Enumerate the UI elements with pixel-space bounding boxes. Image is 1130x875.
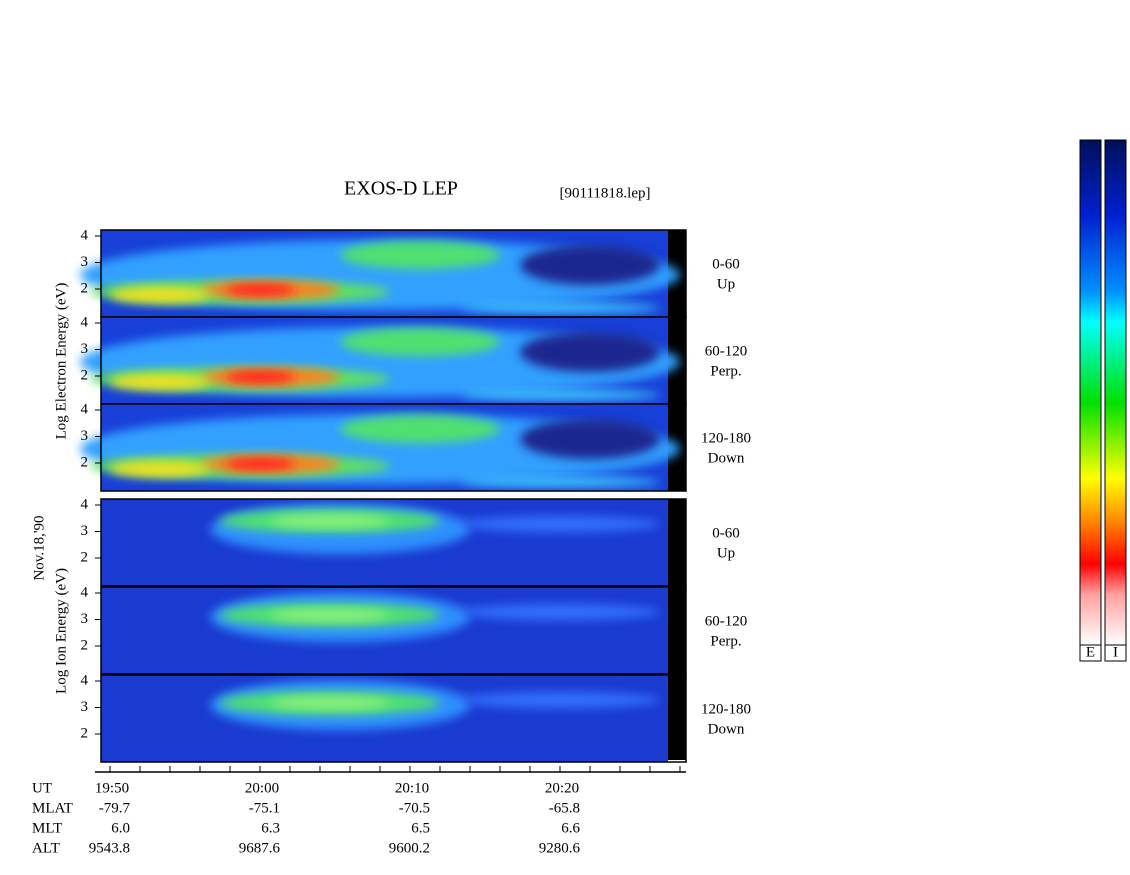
ephemeris-value: -70.5	[399, 800, 430, 816]
angle-label: 60-120	[705, 343, 748, 359]
spectrogram-feature	[340, 328, 500, 356]
tick-label: 4	[81, 227, 89, 243]
ion-panels: 4 3 2 0-60 Up 4 3 2 60-120 Perp. 4 3 2 120-180 Down	[81, 496, 751, 763]
ion-axis-label: Log Ion Energy (eV)	[53, 568, 69, 694]
colorbars: E I	[1079, 139, 1127, 662]
tick-label: 4	[81, 314, 89, 330]
row-label: UT	[32, 780, 52, 796]
spectrogram-feature	[340, 415, 500, 443]
spectrogram-feature	[520, 245, 660, 285]
spectrogram-feature	[460, 516, 660, 532]
direction-label: Down	[708, 450, 745, 466]
ephemeris-value: 9687.6	[239, 840, 281, 856]
direction-label: Up	[717, 545, 735, 561]
tick-label: 4	[81, 401, 89, 417]
title: EXOS-D LEP	[344, 178, 458, 200]
spectrogram-feature	[460, 303, 660, 313]
spectrogram-feature	[460, 604, 660, 620]
tick-label: 2	[81, 280, 89, 296]
ephemeris-value: 6.5	[411, 820, 430, 836]
spectrogram-feature	[225, 458, 295, 470]
colorbar-label: E	[1086, 644, 1095, 660]
panel-frame	[100, 586, 687, 675]
black-strip	[668, 499, 686, 760]
time-label: 20:00	[245, 780, 279, 796]
tick-label: 2	[81, 549, 89, 565]
tick-label: 4	[81, 496, 89, 512]
tick-label: 2	[81, 725, 89, 741]
direction-label: Perp.	[710, 633, 741, 649]
colorbar-e	[1079, 139, 1102, 646]
spectrogram-feature	[110, 461, 210, 477]
colorbar-box	[1079, 644, 1102, 662]
tick-label: 4	[81, 584, 89, 600]
tick-label: 2	[81, 454, 89, 470]
electron-panels: 4 3 2 0-60 Up 4 3 2 60-120 Perp. 4 3 2 120-180 Down	[80, 227, 751, 492]
spectrogram-feature	[110, 374, 210, 390]
row-label: MLAT	[32, 800, 73, 816]
spectrogram-feature	[340, 241, 500, 269]
angle-label: 0-60	[712, 525, 740, 541]
panel-frame	[100, 403, 687, 492]
electron-axis-label: Log Electron Energy (eV)	[53, 283, 69, 440]
angle-label: 0-60	[712, 256, 740, 272]
ephemeris-value: 6.6	[561, 820, 580, 836]
ephemeris-value: -79.7	[99, 800, 131, 816]
time-label: 20:20	[545, 780, 579, 796]
spectrogram-feature	[520, 332, 660, 372]
direction-label: Up	[717, 276, 735, 292]
tick-label: 3	[81, 699, 89, 715]
spectrogram-feature	[270, 697, 390, 709]
direction-label: Perp.	[710, 363, 741, 379]
ephemeris-value: 9600.2	[389, 840, 430, 856]
colorbar-i	[1104, 139, 1127, 646]
time-label: 20:10	[395, 780, 429, 796]
spectrogram-feature	[460, 692, 660, 708]
spectrogram-feature	[270, 515, 390, 527]
ephemeris-value: -65.8	[549, 800, 580, 816]
angle-label: 120-180	[701, 701, 751, 717]
direction-label: Down	[708, 721, 745, 737]
tick-label: 3	[81, 523, 89, 539]
tick-label: 2	[81, 637, 89, 653]
date: Nov.18,'90	[31, 515, 47, 580]
ephemeris-value: 6.3	[261, 820, 280, 836]
colorbar-label: I	[1113, 644, 1118, 660]
time-label: 19:50	[95, 780, 129, 796]
ephemeris-value: 6.0	[111, 820, 130, 836]
row-label: ALT	[32, 840, 60, 856]
spectrogram-feature	[110, 287, 210, 303]
row-label: MLT	[32, 820, 62, 836]
spectrogram-feature	[460, 390, 660, 400]
file-name: [90111818.lep]	[560, 185, 651, 201]
spectrogram-feature	[520, 419, 660, 459]
angle-label: 60-120	[705, 613, 748, 629]
ephemeris-value: 9280.6	[539, 840, 581, 856]
ephemeris-value: 9543.8	[89, 840, 130, 856]
spectrogram-feature	[225, 371, 295, 383]
tick-label: 4	[81, 672, 89, 688]
tick-label: 3	[81, 611, 89, 627]
tick-label: 3	[81, 428, 89, 444]
spectrogram-feature	[270, 609, 390, 621]
spectrogram-feature	[225, 284, 295, 296]
ephemeris-value: -75.1	[249, 800, 280, 816]
colorbar-box	[1104, 644, 1127, 662]
spectrogram-feature	[460, 477, 660, 487]
angle-label: 120-180	[701, 430, 751, 446]
panel-frame	[100, 674, 687, 763]
tick-label: 3	[81, 341, 89, 357]
tick-label: 3	[81, 254, 89, 270]
tick-label: 2	[81, 367, 89, 383]
panel-frame	[100, 498, 687, 587]
